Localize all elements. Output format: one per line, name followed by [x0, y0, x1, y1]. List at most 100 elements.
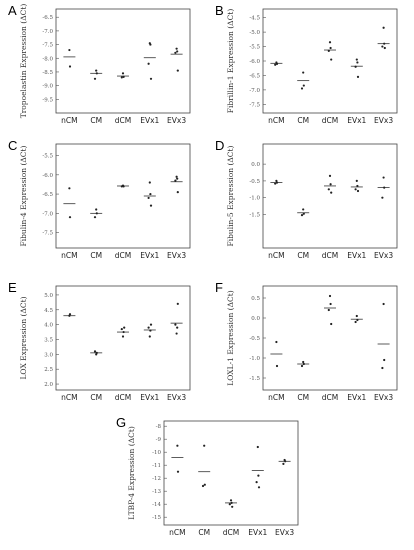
data-point-ncm — [68, 48, 71, 52]
data-point-ncm — [68, 216, 72, 219]
category-label: dCM — [322, 393, 338, 402]
data-point-evx1 — [149, 329, 152, 332]
category-label: EVx3 — [167, 251, 186, 260]
data-point-ncm — [176, 444, 179, 447]
data-point-cm — [95, 208, 98, 211]
data-point-ncm — [275, 62, 279, 65]
data-point-dcm — [330, 322, 333, 326]
data-point-cm — [93, 216, 97, 219]
data-point-evx3 — [383, 42, 386, 45]
data-point-evx1 — [356, 189, 360, 193]
data-point-evx3 — [383, 186, 386, 189]
y-tick-label: 3.0 — [44, 352, 53, 358]
data-point-dcm — [122, 330, 125, 334]
y-tick-label: -5.0 — [249, 30, 260, 36]
category-label: dCM — [322, 116, 338, 125]
data-point-dcm — [330, 58, 333, 61]
category-label: EVx3 — [275, 528, 294, 537]
data-point-cm — [300, 214, 304, 217]
data-point-ncm — [68, 65, 72, 68]
data-point-dcm — [329, 46, 332, 50]
panel-letter-f: F — [215, 280, 223, 295]
y-axis-label: LOXL-1 Expression (ΔCt) — [226, 290, 235, 385]
y-tick-label: -0.5 — [249, 336, 260, 342]
data-point-cm — [302, 208, 305, 211]
data-point-dcm — [329, 183, 332, 186]
y-tick-label: -1.5 — [249, 376, 260, 382]
data-point-dcm — [122, 185, 125, 188]
category-label: nCM — [61, 393, 77, 402]
data-point-cm — [302, 360, 305, 364]
y-tick-label: 5.0 — [44, 293, 53, 299]
panel-letter-g: G — [116, 415, 127, 430]
y-tick-label: 0.0 — [251, 316, 260, 322]
category-label: nCM — [268, 393, 284, 402]
data-point-evx3 — [382, 26, 385, 29]
y-tick-label: -6.0 — [249, 59, 260, 65]
category-label: CM — [90, 393, 102, 402]
data-point-evx3 — [174, 323, 177, 326]
chart-b: Fibrillin-1 Expression (ΔCt) -4.5 -5.0 -5.5… — [226, 8, 398, 125]
category-label: EVx3 — [374, 393, 393, 402]
category-label: nCM — [169, 528, 185, 537]
plot-frame — [163, 420, 299, 526]
data-point-evx1 — [354, 320, 357, 324]
category-label: CM — [297, 251, 309, 260]
y-tick-label: -9.0 — [42, 84, 53, 90]
data-point-cm — [203, 444, 206, 447]
data-point-evx1 — [149, 43, 152, 46]
y-tick-label: -9 — [156, 437, 162, 443]
y-tick-label: -11 — [152, 463, 161, 469]
y-tick-label: -8.0 — [42, 56, 53, 62]
data-point-evx1 — [147, 196, 150, 200]
y-tick-label: -8.5 — [42, 70, 53, 76]
data-point-dcm — [230, 501, 233, 504]
data-point-cm — [300, 87, 304, 90]
y-axis-label: Tropoelastin Expression (ΔCt) — [19, 4, 28, 119]
y-tick-label: -5.5 — [42, 154, 53, 160]
y-axis-label: LTBP-4 Expression (ΔCt) — [127, 426, 136, 520]
category-label: dCM — [115, 393, 131, 402]
data-point-ncm — [68, 313, 72, 316]
data-point-evx3 — [383, 358, 386, 362]
data-point-evx1 — [356, 75, 360, 78]
y-axis-label: Fibulin-4 Expression (ΔCt) — [19, 145, 28, 246]
data-point-evx1 — [149, 323, 153, 326]
data-point-evx1 — [355, 314, 358, 318]
data-point-evx1 — [147, 62, 150, 65]
panel-letter-d: D — [215, 138, 225, 153]
category-label: EVx3 — [374, 251, 393, 260]
data-point-dcm — [121, 72, 125, 75]
data-point-cm — [93, 77, 97, 80]
data-point-cm — [201, 484, 205, 488]
y-tick-label: -5.5 — [249, 45, 260, 51]
data-point-dcm — [327, 188, 330, 191]
data-point-evx3 — [381, 366, 384, 370]
data-point-evx3 — [382, 176, 385, 179]
plot-frame — [55, 143, 191, 249]
plot-frame — [262, 8, 398, 114]
category-label: EVx1 — [347, 251, 366, 260]
data-point-ncm — [275, 181, 279, 184]
category-label: CM — [90, 116, 102, 125]
category-label: CM — [198, 528, 210, 537]
data-point-dcm — [231, 505, 234, 508]
y-tick-label: -1.0 — [249, 196, 260, 202]
data-point-evx3 — [176, 326, 179, 329]
data-point-cm — [302, 362, 305, 366]
data-point-evx3 — [284, 460, 287, 463]
data-point-evx3 — [174, 51, 177, 54]
data-point-evx3 — [282, 462, 285, 465]
category-label: EVx1 — [347, 393, 366, 402]
data-point-evx1 — [355, 58, 358, 61]
category-label: EVx3 — [167, 393, 186, 402]
data-point-evx3 — [383, 46, 386, 50]
plot-frame — [55, 8, 191, 114]
data-point-evx1 — [356, 318, 359, 322]
plot-frame — [262, 285, 398, 391]
plot-frame — [55, 285, 191, 391]
data-point-dcm — [120, 76, 123, 79]
y-tick-label: -6.0 — [42, 173, 53, 179]
y-tick-label: -7.0 — [42, 211, 53, 217]
data-point-evx3 — [176, 191, 179, 194]
